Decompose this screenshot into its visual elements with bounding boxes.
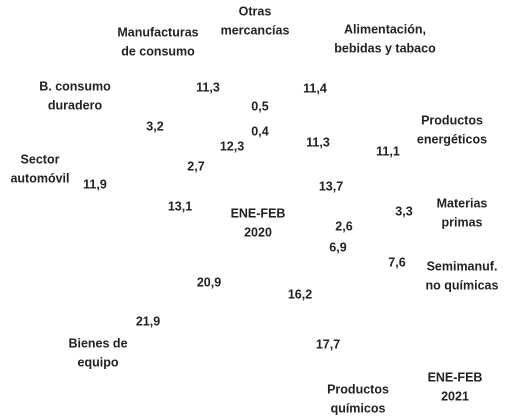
inner-value: 0,4 — [251, 124, 268, 138]
outer-value: 17,7 — [316, 337, 340, 351]
segment-label: duradero — [48, 98, 103, 112]
segment-label: Otras — [239, 4, 272, 18]
period-label: ENE-FEB — [428, 370, 483, 384]
segment-label: Productos — [327, 382, 389, 396]
segment-label: Manufacturas — [117, 25, 198, 39]
inner-value: 12,3 — [220, 139, 244, 153]
segment-label: Sector — [21, 152, 60, 166]
outer-value: 21,9 — [136, 314, 160, 328]
segment-label: Bienes de — [68, 336, 127, 350]
segment-label: equipo — [78, 355, 119, 369]
segment-label: químicos — [331, 401, 386, 415]
segment-label: B. consumo — [39, 79, 111, 93]
inner-value: 11,3 — [306, 135, 330, 149]
outer-value: 7,6 — [388, 255, 405, 269]
segment-label: Materias — [437, 196, 488, 210]
outer-value: 11,9 — [83, 177, 107, 191]
outer-value: 11,1 — [376, 144, 400, 158]
outer-value: 3,2 — [146, 119, 163, 133]
period-label: 2021 — [441, 389, 469, 403]
period-label: ENE-FEB — [231, 206, 286, 220]
segment-label: primas — [442, 215, 483, 229]
inner-value: 16,2 — [288, 287, 312, 301]
inner-value: 6,9 — [329, 240, 346, 254]
segment-label: bebidas y tabaco — [334, 41, 436, 55]
segment-label: mercancías — [221, 23, 290, 37]
outer-value: 11,4 — [303, 81, 327, 95]
segment-label: Productos — [421, 113, 483, 127]
segment-label: energéticos — [417, 132, 487, 146]
inner-value: 20,9 — [197, 275, 221, 289]
inner-value: 2,6 — [335, 219, 352, 233]
inner-value: 13,1 — [168, 199, 192, 213]
outer-value: 3,3 — [395, 204, 412, 218]
outer-value: 11,3 — [196, 80, 220, 94]
outer-value: 0,5 — [251, 99, 268, 113]
segment-label: automóvil — [10, 171, 69, 185]
inner-value: 13,7 — [319, 179, 343, 193]
segment-label: de consumo — [121, 44, 195, 58]
segment-label: Alimentación, — [344, 22, 426, 36]
period-label: 2020 — [244, 225, 272, 239]
segment-label: no químicas — [426, 278, 499, 292]
segment-label: Semimanuf. — [427, 259, 498, 273]
inner-value: 2,7 — [187, 159, 204, 173]
